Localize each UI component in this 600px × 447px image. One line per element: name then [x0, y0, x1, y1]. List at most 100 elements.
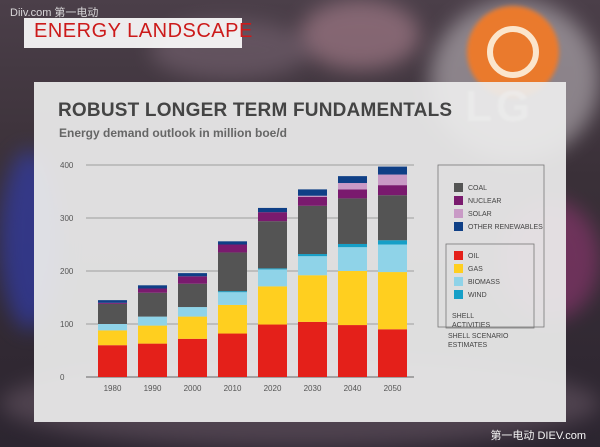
- bar-segment-wind: [298, 254, 327, 257]
- bar-segment-coal: [378, 195, 407, 241]
- chart-title: ROBUST LONGER TERM FUNDAMENTALS: [58, 100, 453, 121]
- bar-segment-coal: [98, 303, 127, 324]
- x-tick-label: 1990: [144, 384, 162, 393]
- bar-segment-other-renewables: [98, 300, 127, 303]
- bar-segment-oil: [138, 343, 167, 377]
- legend-note-shell-scenario: SHELL SCENARIO: [448, 333, 509, 340]
- footer-watermark: 第一电动 DIEV.com: [490, 430, 586, 442]
- y-tick-label: 300: [60, 214, 74, 223]
- legend-label: NUCLEAR: [468, 198, 501, 205]
- bar-segment-other-renewables: [178, 273, 207, 277]
- bar-segment-gas: [378, 272, 407, 330]
- bar-segment-other-renewables: [218, 241, 247, 245]
- bar-segment-coal: [338, 198, 367, 244]
- x-tick-label: 2040: [344, 384, 362, 393]
- bar-segment-oil: [98, 345, 127, 377]
- bar-segment-biomass: [218, 292, 247, 305]
- bar-segment-wind: [218, 291, 247, 293]
- legend-label: SOLAR: [468, 211, 492, 218]
- bar-segment-gas: [338, 271, 367, 326]
- legend-label: OTHER RENEWABLES: [468, 224, 543, 231]
- bar-segment-wind: [338, 243, 367, 248]
- legend-note-shell-activities: SHELL: [452, 313, 474, 320]
- x-tick-label: 2030: [304, 384, 322, 393]
- bar-segment-nuclear: [218, 244, 247, 253]
- bar-segment-biomass: [178, 307, 207, 317]
- bar-segment-gas: [218, 304, 247, 334]
- legend-swatch: [454, 209, 463, 218]
- bar-segment-gas: [298, 275, 327, 322]
- bar-segment-solar: [378, 174, 407, 186]
- x-tick-label: 2020: [264, 384, 282, 393]
- bar-segment-oil: [178, 338, 207, 377]
- legend-swatch: [454, 222, 463, 231]
- bar-segment-solar: [298, 195, 327, 197]
- legend-swatch: [454, 183, 463, 192]
- bar-segment-other-renewables: [138, 285, 167, 289]
- background-light: [300, 0, 420, 70]
- legend-box: [437, 164, 545, 328]
- bar-segment-other-renewables: [338, 176, 367, 184]
- legend-swatch: [454, 264, 463, 273]
- bar-segment-nuclear: [338, 189, 367, 199]
- bar-segment-coal: [138, 292, 167, 317]
- legend-swatch: [454, 251, 463, 260]
- legend-label: COAL: [468, 185, 487, 192]
- bar-segment-nuclear: [178, 276, 207, 284]
- bar-segment-biomass: [138, 316, 167, 326]
- bar-segment-oil: [218, 333, 247, 377]
- bar-segment-other-renewables: [298, 189, 327, 196]
- x-tick-label: 2000: [184, 384, 202, 393]
- y-tick-label: 200: [60, 267, 74, 276]
- y-tick-label: 400: [60, 161, 74, 170]
- legend-swatch: [454, 290, 463, 299]
- bar-segment-coal: [258, 221, 287, 269]
- bar-segment-coal: [218, 252, 247, 292]
- bar-segment-gas: [258, 286, 287, 325]
- bar-segment-biomass: [258, 269, 287, 287]
- page-title: ENERGY LANDSCAPE: [34, 20, 253, 42]
- bar-segment-gas: [98, 330, 127, 346]
- bar-segment-biomass: [378, 244, 407, 273]
- lg-logo-ring: [487, 26, 539, 78]
- bar-segment-nuclear: [258, 212, 287, 222]
- bar-segment-nuclear: [138, 288, 167, 293]
- bar-segment-other-renewables: [378, 166, 407, 175]
- legend-note-shell-scenario: ESTIMATES: [448, 342, 487, 349]
- bar-segment-nuclear: [98, 302, 127, 304]
- y-tick-label: 100: [60, 320, 74, 329]
- chart-subtitle: Energy demand outlook in million boe/d: [59, 126, 288, 140]
- bar-segment-gas: [138, 325, 167, 344]
- legend-label: GAS: [468, 266, 483, 273]
- bar-segment-oil: [338, 325, 367, 377]
- watermark: Diiv.com 第一电动: [10, 7, 99, 19]
- bar-segment-coal: [298, 205, 327, 255]
- legend-note-shell-activities: ACTIVITIES: [452, 322, 490, 329]
- bar-segment-biomass: [338, 247, 367, 271]
- bar-segment-coal: [178, 283, 207, 308]
- x-tick-label: 1980: [104, 384, 122, 393]
- bar-segment-other-renewables: [258, 207, 287, 213]
- bar-segment-nuclear: [378, 185, 407, 196]
- bar-segment-oil: [258, 324, 287, 377]
- legend-swatch: [454, 196, 463, 205]
- legend-group-box: [445, 243, 535, 329]
- bar-segment-gas: [178, 316, 207, 339]
- bar-segment-wind: [378, 240, 407, 245]
- bar-segment-nuclear: [298, 196, 327, 206]
- x-tick-label: 2010: [224, 384, 242, 393]
- title-box: [24, 18, 242, 48]
- y-tick-label: 0: [60, 373, 65, 382]
- bar-segment-solar: [338, 183, 367, 190]
- legend-label: BIOMASS: [468, 279, 500, 286]
- bar-segment-wind: [258, 268, 287, 270]
- bar-segment-oil: [298, 321, 327, 377]
- legend-label: OIL: [468, 253, 479, 260]
- legend-label: WIND: [468, 292, 487, 299]
- legend-swatch: [454, 277, 463, 286]
- bar-segment-biomass: [98, 324, 127, 331]
- bar-segment-biomass: [298, 256, 327, 276]
- x-tick-label: 2050: [384, 384, 402, 393]
- bar-segment-oil: [378, 329, 407, 377]
